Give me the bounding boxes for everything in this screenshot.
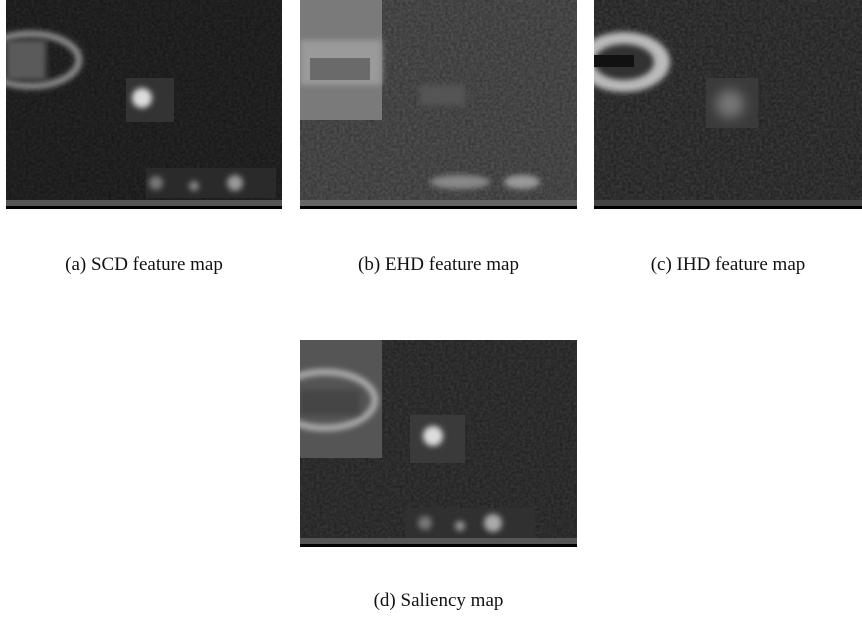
figure-page: {"figures": [ {"caption": "(a) SCD featu… [0, 0, 862, 618]
caption: (a) SCD feature map [6, 254, 282, 276]
ihd-map [594, 0, 862, 209]
caption: (d) Saliency map [300, 590, 577, 612]
ehd-map [300, 0, 577, 209]
caption: (b) EHD feature map [300, 254, 577, 276]
saliency-map [300, 340, 577, 547]
scd-map [6, 0, 282, 209]
caption: (c) IHD feature map [594, 254, 862, 276]
